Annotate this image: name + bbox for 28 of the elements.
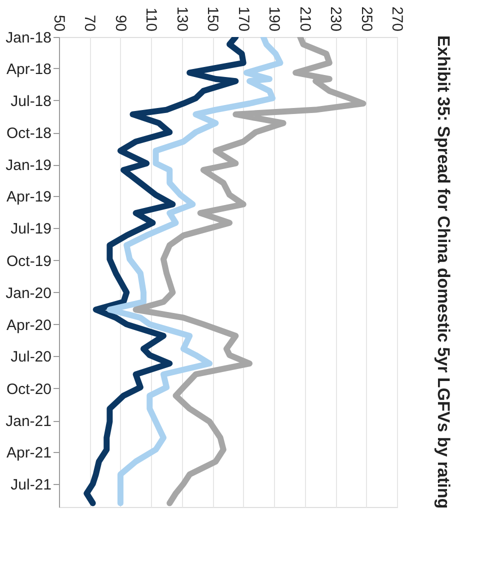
y-tick-label: Jan-21 bbox=[6, 413, 52, 430]
x-tick-label: 170 bbox=[234, 6, 252, 32]
x-tick-label: 130 bbox=[173, 6, 190, 32]
x-tick-label: 50 bbox=[50, 14, 68, 32]
y-tick-label: Jul-21 bbox=[10, 476, 52, 494]
y-tick-label: Jan-19 bbox=[6, 157, 52, 174]
y-tick-label: Jul-20 bbox=[10, 348, 52, 366]
x-tick-label: 250 bbox=[358, 6, 375, 32]
x-tick-label: 110 bbox=[142, 8, 160, 32]
text: Exhibit 35: Spread for China domestic 5yr LGFVs by rating bbox=[434, 35, 453, 509]
x-tick-label: 90 bbox=[112, 14, 129, 32]
y-tick-label: Apr-20 bbox=[6, 316, 52, 334]
x-tick-label: 230 bbox=[327, 6, 344, 32]
x-tick-label: 70 bbox=[81, 14, 98, 32]
y-tick-label: Apr-21 bbox=[6, 444, 52, 462]
y-tick-label: Jul-18 bbox=[10, 92, 52, 110]
y-tick-label: Jul-19 bbox=[10, 220, 52, 238]
y-tick-label: Oct-19 bbox=[6, 252, 52, 270]
y-tick-label: Apr-18 bbox=[6, 60, 52, 78]
x-tick-label: 150 bbox=[204, 6, 222, 32]
x-tick-label: 270 bbox=[388, 6, 406, 32]
x-tick-label: 210 bbox=[296, 6, 314, 32]
y-tick-label: Oct-20 bbox=[6, 380, 52, 398]
x-tick-label: 190 bbox=[266, 6, 283, 32]
y-tick-label: Jan-18 bbox=[6, 30, 52, 46]
y-tick-label: Apr-19 bbox=[6, 188, 52, 206]
y-tick-label: Jan-20 bbox=[6, 284, 52, 302]
y-tick-label: Oct-18 bbox=[6, 125, 52, 142]
